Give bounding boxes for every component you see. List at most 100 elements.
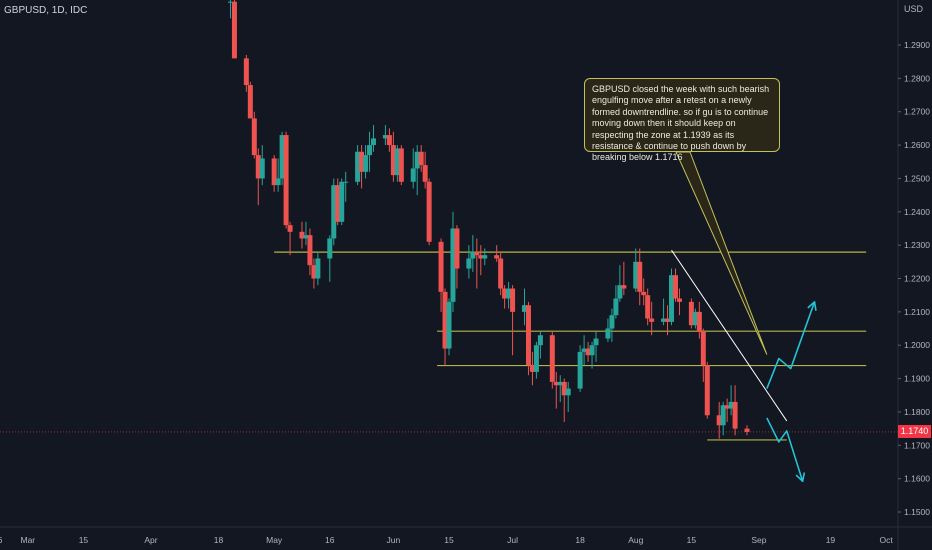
y-tick-label: 1.2600 xyxy=(904,140,930,150)
candle-body xyxy=(359,151,365,172)
candle-body xyxy=(637,261,643,292)
candle-body xyxy=(688,301,694,326)
candle-body xyxy=(661,318,667,322)
candle-body xyxy=(231,1,237,59)
candle-body xyxy=(613,298,619,316)
x-tick-label: 15 xyxy=(79,535,89,545)
candle-body xyxy=(561,381,567,396)
x-tick-label: 6 xyxy=(0,535,3,545)
x-tick-label: 18 xyxy=(214,535,224,545)
candle-body xyxy=(716,415,722,426)
candle-body xyxy=(255,155,261,179)
candle-body xyxy=(275,178,281,186)
x-tick-label: 16 xyxy=(325,535,335,545)
candle-body xyxy=(287,225,293,232)
y-tick-label: 1.2900 xyxy=(904,40,930,50)
candle-body xyxy=(553,381,559,386)
y-tick-label: 1.2000 xyxy=(904,340,930,350)
y-tick-label: 1.1500 xyxy=(904,507,930,517)
candle-body xyxy=(565,388,571,396)
x-tick-label: 15 xyxy=(444,535,454,545)
candle-body xyxy=(343,181,349,183)
price-axis-currency: USD xyxy=(904,4,924,14)
y-tick-label: 1.1600 xyxy=(904,474,930,484)
candle-body xyxy=(617,285,623,299)
y-tick-label: 1.2500 xyxy=(904,173,930,183)
annotation-note[interactable]: GBPUSD closed the week with such bearish… xyxy=(584,78,780,162)
candle-body xyxy=(355,151,361,182)
candle-body xyxy=(494,255,500,259)
candle-body xyxy=(367,145,373,156)
candle-body xyxy=(363,155,369,172)
downtrend-line xyxy=(671,249,788,422)
candle-body xyxy=(303,235,309,239)
candle-body xyxy=(251,118,257,156)
candle-body xyxy=(410,168,416,182)
candle-body xyxy=(589,345,595,356)
candle-body xyxy=(414,151,420,169)
candle-body xyxy=(744,428,750,432)
candle-body xyxy=(450,228,456,302)
candle-body xyxy=(382,135,388,139)
candle-body xyxy=(470,251,476,259)
candle-body xyxy=(581,348,587,352)
projection-arrowhead xyxy=(795,472,806,483)
x-tick-label: 18 xyxy=(575,535,585,545)
candle-body xyxy=(605,328,611,339)
y-tick-label: 1.2800 xyxy=(904,73,930,83)
candle-body xyxy=(446,301,452,349)
candle-body xyxy=(482,255,488,259)
candle-body xyxy=(692,311,698,326)
candle-body xyxy=(422,165,428,182)
candle-body xyxy=(243,58,249,86)
candle-body xyxy=(339,181,345,222)
candle-body xyxy=(438,241,444,292)
candle-body xyxy=(665,318,671,322)
x-tick-label: Oct xyxy=(879,535,893,545)
candle-body xyxy=(609,315,615,329)
candle-body xyxy=(371,138,377,146)
x-tick-label: Jun xyxy=(387,535,401,545)
candle-body xyxy=(537,335,543,346)
candle-body xyxy=(521,305,527,312)
y-tick-label: 1.2200 xyxy=(904,274,930,284)
candle-body xyxy=(386,135,392,146)
current-price-badge: 1.1740 xyxy=(898,425,931,439)
candle-body xyxy=(327,238,333,259)
candle-body xyxy=(672,275,678,299)
candle-body xyxy=(728,401,734,409)
candle-body xyxy=(227,1,233,3)
y-tick-label: 1.1900 xyxy=(904,374,930,384)
candle-body xyxy=(649,318,655,322)
candle-body xyxy=(510,288,516,312)
candle-body xyxy=(279,135,285,179)
candle-body xyxy=(732,401,738,429)
candle-body xyxy=(502,288,508,299)
candle-body xyxy=(259,158,265,179)
candle-body xyxy=(645,295,651,319)
candle-body xyxy=(311,265,317,279)
candle-body xyxy=(283,135,289,226)
x-tick-label: 15 xyxy=(687,535,697,545)
candle-body xyxy=(557,381,563,386)
candle-body xyxy=(498,258,504,289)
candle-body xyxy=(533,345,539,372)
candle-body xyxy=(506,288,512,299)
y-tick-label: 1.2300 xyxy=(904,240,930,250)
x-tick-label: 19 xyxy=(826,535,836,545)
candle-body xyxy=(394,148,400,176)
candle-body xyxy=(466,258,472,269)
x-tick-label: May xyxy=(266,535,283,545)
candle-body xyxy=(633,261,639,289)
projection-path xyxy=(766,301,816,389)
candle-body xyxy=(641,291,647,296)
candle-body xyxy=(704,365,710,416)
candle-body xyxy=(621,285,627,289)
candle-body xyxy=(315,258,321,279)
y-tick-label: 1.2700 xyxy=(904,107,930,117)
x-tick-label: Apr xyxy=(144,535,157,545)
candle-body xyxy=(676,298,682,302)
